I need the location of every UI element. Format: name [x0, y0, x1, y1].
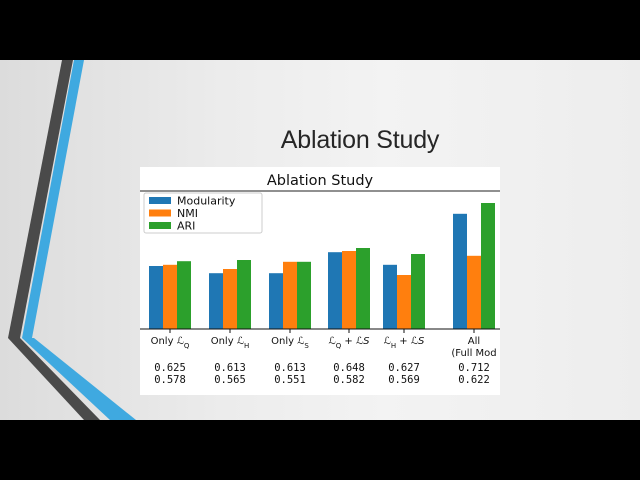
value-row-2-3: 0.551	[274, 374, 306, 386]
legend-box	[143, 192, 263, 234]
x-tick-label-6: All	[468, 336, 480, 347]
value-row-1-4: 0.648	[333, 362, 365, 374]
bar-ari-4	[356, 248, 370, 329]
value-row-1-5: 0.627	[388, 362, 420, 374]
legend-swatch-modularity	[149, 197, 171, 204]
x-tick-label-1: Only ℒQ	[151, 336, 190, 350]
x-tick-label-line2-6: (Full Mod	[451, 348, 496, 359]
value-row-2-2: 0.565	[214, 374, 246, 386]
value-row-1-2: 0.613	[214, 362, 246, 374]
bar-nmi-3	[283, 261, 297, 329]
value-row-1-1: 0.625	[154, 362, 186, 374]
legend-swatch-ari	[149, 222, 171, 229]
bar-modularity-1	[149, 266, 163, 329]
slide: Ablation Study Ablation Study Only ℒQ Only…	[0, 60, 640, 420]
value-row-1-3: 0.613	[274, 362, 306, 374]
bar-ari-2	[237, 260, 251, 329]
bar-ari-6	[481, 203, 495, 329]
bar-ari-3	[297, 261, 311, 329]
chart-panel: Ablation Study Only ℒQ Only ℒH Only ℒS ℒQ + …	[140, 167, 500, 395]
x-tick-label-5: ℒH + ℒS	[384, 336, 425, 350]
bar-ari-5	[411, 254, 425, 329]
bar-nmi-5	[397, 275, 411, 329]
chart: Ablation Study Only ℒQ Only ℒH Only ℒS ℒQ + …	[140, 173, 500, 386]
slide-title: Ablation Study	[280, 126, 440, 154]
legend-label-ari: ARI	[177, 220, 195, 233]
value-row-2-4: 0.582	[333, 374, 365, 386]
deco-blue-lower	[22, 338, 136, 420]
deco-blue-stripe	[22, 60, 84, 338]
bar-modularity-4	[328, 252, 342, 329]
x-tick-label-3: Only ℒS	[271, 336, 309, 350]
bar-ari-1	[177, 261, 191, 329]
legend-label-nmi: NMI	[177, 207, 198, 220]
deco-dark-lower	[8, 338, 100, 420]
chart-title: Ablation Study	[267, 173, 374, 189]
bar-modularity-5	[383, 264, 397, 329]
value-row-2-5: 0.569	[388, 374, 420, 386]
bar-modularity-6	[453, 213, 467, 329]
slide-decoration	[8, 60, 136, 420]
bar-modularity-2	[209, 273, 223, 329]
x-tick-label-4: ℒQ + ℒS	[328, 336, 370, 350]
legend-label-modularity: Modularity	[177, 195, 236, 208]
legend-swatch-nmi	[149, 209, 171, 217]
bar-nmi-2	[223, 269, 237, 329]
bar-nmi-1	[163, 264, 177, 329]
deco-dark-stripe	[8, 60, 73, 338]
bar-nmi-6	[467, 255, 481, 329]
bar-modularity-3	[269, 273, 283, 329]
value-row-2-1: 0.578	[154, 374, 186, 386]
x-tick-label-2: Only ℒH	[211, 336, 250, 350]
value-row-1-6: 0.712	[458, 362, 490, 374]
bar-nmi-4	[342, 251, 356, 329]
value-row-2-6: 0.622	[458, 374, 490, 386]
